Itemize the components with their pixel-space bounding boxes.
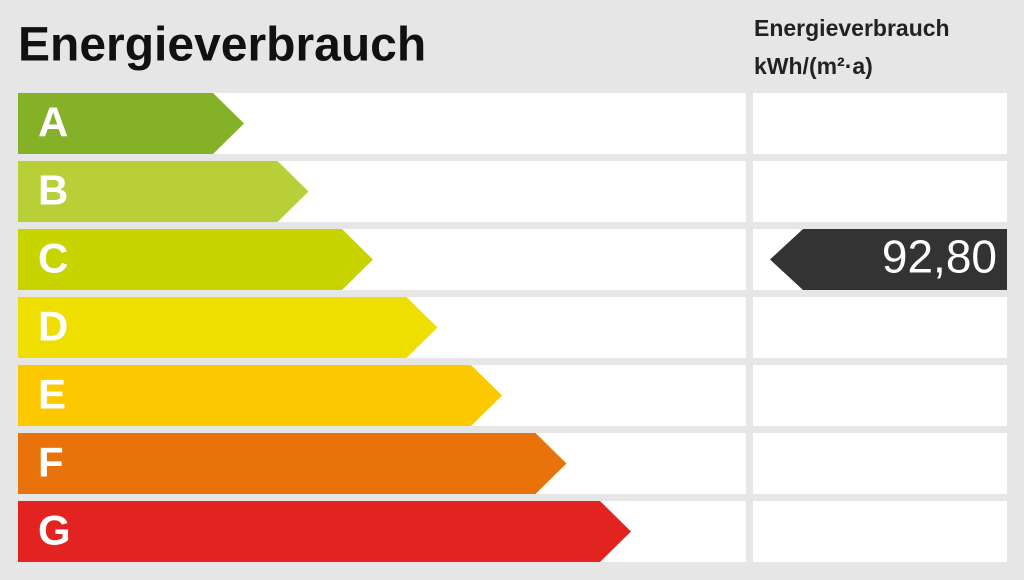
- class-label: B: [38, 167, 68, 214]
- class-arrow: [18, 365, 502, 426]
- value-cell: [753, 297, 1007, 358]
- value-cell: [753, 501, 1007, 562]
- class-arrow: [18, 501, 631, 562]
- class-label: A: [38, 99, 68, 146]
- unit-title: Energieverbrauch: [754, 15, 950, 41]
- unit: kWh/(m²·a): [754, 53, 873, 79]
- class-label: F: [38, 439, 64, 486]
- class-arrow: [18, 297, 438, 358]
- class-label: D: [38, 303, 68, 350]
- title: Energieverbrauch: [18, 19, 426, 72]
- class-label: C: [38, 235, 68, 282]
- class-arrow: [18, 161, 309, 222]
- value-label: 92,80: [882, 231, 997, 283]
- value-cell: [753, 161, 1007, 222]
- value-cell: [753, 433, 1007, 494]
- class-label: G: [38, 507, 71, 554]
- value-cell: [753, 365, 1007, 426]
- value-pointer: [770, 229, 1007, 290]
- value-cell: [753, 93, 1007, 154]
- class-arrow: [18, 93, 244, 154]
- class-label: E: [38, 371, 66, 418]
- class-arrow: [18, 433, 567, 494]
- class-arrow: [18, 229, 373, 290]
